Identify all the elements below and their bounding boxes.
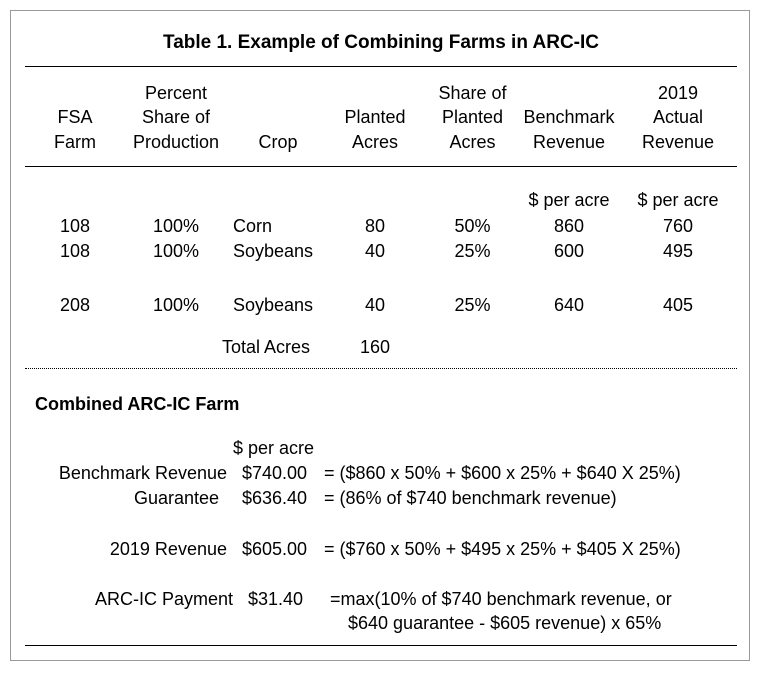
row3-actual: 405	[662, 295, 694, 315]
row3-acres: 40	[364, 295, 386, 315]
row2-benchmark: 600	[553, 241, 585, 261]
header-benchmark-line1: Benchmark	[523, 107, 615, 127]
arc-ic-payment-formula-line2: $640 guarantee - $605 revenue) x 65%	[348, 613, 662, 633]
header-actual-line3: Revenue	[641, 132, 715, 152]
header-benchmark-line2: Revenue	[532, 132, 606, 152]
benchmark-revenue-label: Benchmark Revenue	[58, 463, 227, 483]
footer-rule	[25, 645, 737, 646]
row2-crop: Soybeans	[233, 241, 314, 261]
row1-benchmark: 860	[553, 216, 585, 236]
arc-ic-payment-formula-line1: =max(10% of $740 benchmark revenue, or	[330, 589, 672, 609]
header-percent-line2: Share of	[141, 107, 211, 127]
revenue-2019-formula: = ($760 x 50% + $495 x 25% + $405 X 25%)	[324, 539, 681, 559]
row3-farm: 208	[59, 295, 91, 315]
header-fsa-line2: Farm	[54, 132, 96, 152]
revenue-2019-label: 2019 Revenue	[109, 539, 227, 559]
revenue-2019-value: $605.00	[242, 539, 308, 559]
row1-crop: Corn	[233, 216, 273, 236]
guarantee-value: $636.40	[242, 488, 308, 508]
row1-share: 100%	[152, 216, 200, 236]
header-share-planted-line3: Acres	[449, 132, 496, 152]
guarantee-formula: = (86% of $740 benchmark revenue)	[324, 488, 617, 508]
guarantee-label: Guarantee	[133, 488, 219, 508]
benchmark-revenue-formula: = ($860 x 50% + $600 x 25% + $640 X 25%)	[324, 463, 681, 483]
combined-unit: $ per acre	[233, 438, 315, 458]
header-percent-line3: Production	[132, 132, 220, 152]
header-share-planted-line1: Share of	[438, 83, 507, 103]
combined-heading: Combined ARC-IC Farm	[35, 394, 240, 414]
row3-share-planted: 25%	[454, 295, 491, 315]
header-crop: Crop	[258, 132, 298, 152]
header-rule-top	[25, 66, 737, 67]
header-planted-line1: Planted	[344, 107, 406, 127]
header-fsa-line1: FSA	[57, 107, 93, 127]
unit-benchmark: $ per acre	[528, 190, 610, 210]
row3-benchmark: 640	[553, 295, 585, 315]
header-actual-line2: Actual	[652, 107, 704, 127]
header-percent-line1: Percent	[144, 83, 208, 103]
row1-actual: 760	[662, 216, 694, 236]
header-planted-line2: Acres	[351, 132, 398, 152]
row2-share: 100%	[152, 241, 200, 261]
header-rule-bottom	[25, 166, 737, 167]
arc-ic-payment-value: $31.40	[248, 589, 304, 609]
header-actual-line1: 2019	[657, 83, 699, 103]
row2-share-planted: 25%	[454, 241, 491, 261]
row2-farm: 108	[59, 241, 91, 261]
row1-farm: 108	[59, 216, 91, 236]
row1-acres: 80	[364, 216, 386, 236]
total-acres-label: Total Acres	[222, 337, 311, 357]
header-share-planted-line2: Planted	[441, 107, 504, 127]
row1-share-planted: 50%	[454, 216, 491, 236]
table-title: Table 1. Example of Combining Farms in A…	[163, 32, 599, 53]
table-frame	[10, 10, 750, 661]
arc-ic-payment-label: ARC-IC Payment	[94, 589, 233, 609]
row3-share: 100%	[152, 295, 200, 315]
benchmark-revenue-value: $740.00	[242, 463, 308, 483]
total-acres-value: 160	[359, 337, 391, 357]
row2-acres: 40	[364, 241, 386, 261]
row3-crop: Soybeans	[233, 295, 314, 315]
row2-actual: 495	[662, 241, 694, 261]
section-divider	[25, 368, 737, 369]
unit-actual: $ per acre	[637, 190, 719, 210]
